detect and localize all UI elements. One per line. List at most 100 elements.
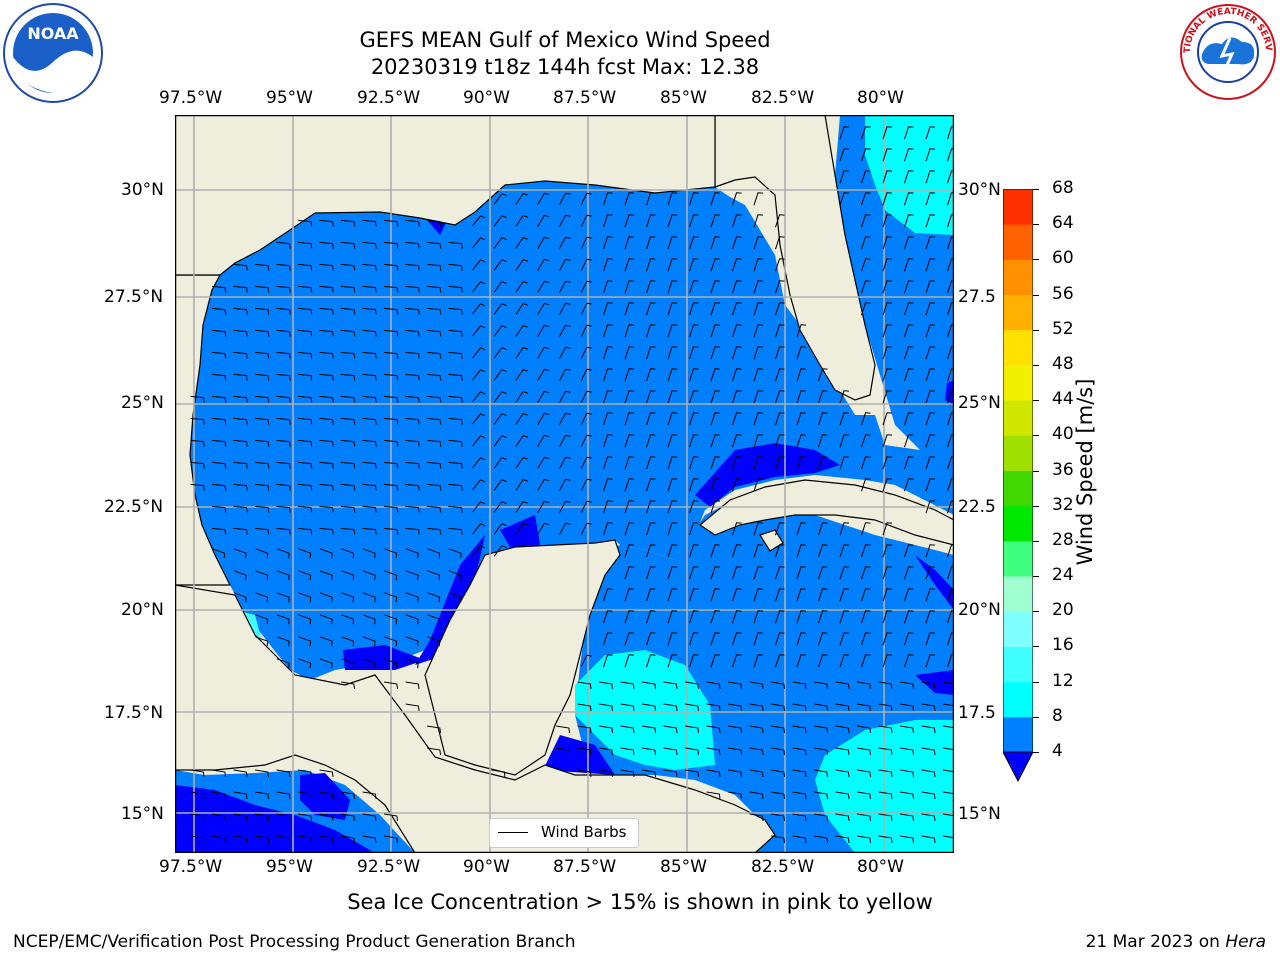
lat-tick-left: 30°N [121,180,164,200]
wind-barb [362,351,377,359]
wind-barb [624,412,635,426]
wind-barb [383,329,399,337]
wind-barb [796,390,807,404]
wind-barb [689,566,699,580]
wind-barb [537,390,550,403]
wind-barb [732,434,742,448]
wind-barb [340,241,356,249]
wind-barb [792,725,807,733]
wind-barb [947,192,954,206]
wind-barb [925,610,936,624]
wind-barb [882,390,893,404]
wind-barb [861,434,871,448]
wind-barb [861,236,871,250]
wind-barb [689,456,699,470]
wind-barb [792,681,807,689]
wind-barb [577,769,592,777]
wind-barb [472,259,486,271]
wind-barb [276,769,291,777]
wind-barb [857,747,871,755]
wind-barb [577,725,592,733]
wind-barb [771,725,785,733]
wind-barb [753,192,764,206]
wind-barb [515,413,528,425]
wind-barb [233,307,248,315]
low-wind-region [500,515,540,547]
colorbar-segment [1003,716,1033,753]
wind-barb [340,263,356,271]
wind-barb [405,658,419,669]
wind-barb [599,725,613,733]
wind-barb [775,456,785,470]
wind-barb [276,329,291,337]
wind-barb [878,747,893,755]
wind-barb [925,434,936,448]
wind-barb [943,813,954,817]
wind-barb [448,548,462,559]
wind-barb [384,570,398,581]
wind-barb [405,548,419,559]
wind-barb [405,527,420,535]
low-wind-region [175,785,375,853]
wind-barb [749,725,764,733]
wind-barb [839,632,850,646]
wind-barb [796,412,807,426]
wind-barb [796,522,807,536]
wind-barb [577,703,592,711]
wind-barb [426,461,442,469]
wind-barb [947,236,954,250]
wind-barb [904,654,914,668]
wind-barb [341,813,355,821]
wind-barb [297,505,313,513]
wind-barb [426,329,442,337]
wind-barb [646,192,656,206]
wind-barb [405,570,419,581]
wind-barb [646,302,656,316]
wind-barb [857,769,871,777]
wind-barb [298,835,312,843]
wind-barb [900,813,914,821]
wind-barb [925,346,936,360]
wind-barb [319,417,334,425]
wind-barb [405,483,420,491]
wind-barb [925,544,936,558]
lat-tick-right: 27.5 [958,287,996,307]
wind-barb [943,681,954,685]
wind-barb [362,307,377,315]
wind-barbs [190,126,954,843]
wind-barb [276,307,291,315]
colorbar-tick [1033,681,1039,683]
wind-barb [710,500,721,514]
wind-barb [383,351,399,359]
wind-barb [775,236,785,250]
wind-barb [943,725,954,729]
wind-barb [384,658,398,669]
wind-barb [233,527,248,535]
wind-barb [448,461,463,469]
wind-barb [405,351,420,359]
wind-barb [620,769,635,777]
wind-barb [580,302,592,316]
wind-barb [558,258,571,271]
wind-barb [383,219,399,227]
wind-barb [710,654,721,668]
wind-barb [689,412,699,426]
wind-barb [493,523,507,535]
wind-barb [537,412,550,425]
wind-barb [861,566,871,580]
wind-barb [882,522,893,536]
wind-barb [947,324,954,338]
wind-barb [362,813,377,821]
wind-barb [340,373,356,381]
wind-barb [319,527,334,535]
chart-title: GEFS MEAN Gulf of Mexico Wind Speed [359,28,771,52]
wind-barb [835,747,850,755]
lat-tick-left: 25°N [121,393,164,413]
wind-barb [818,588,828,602]
wind-barb [448,592,462,603]
wind-barb [921,681,936,689]
wind-barb [515,523,528,535]
wind-barb [624,434,635,448]
wind-barb [947,478,954,492]
wind-barb [319,461,334,469]
